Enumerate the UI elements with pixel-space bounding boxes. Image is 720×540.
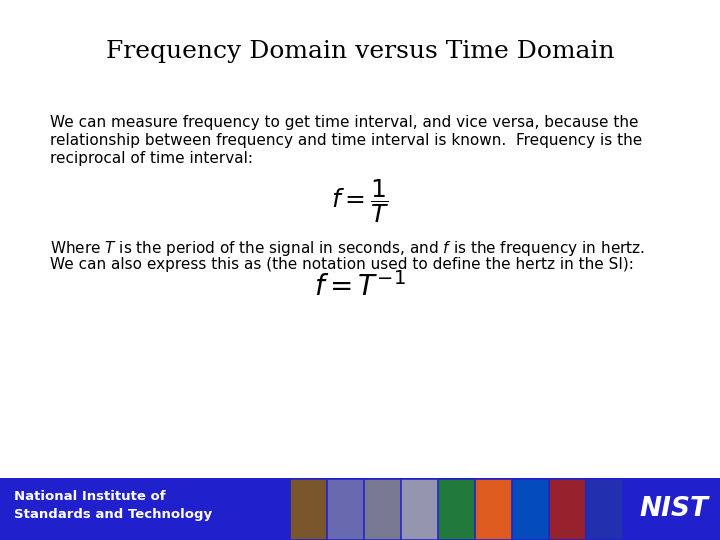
Bar (586, 479, 622, 539)
Text: NIST: NIST (639, 496, 708, 522)
Bar (0, 478, 720, 540)
Text: reciprocal of time interval:: reciprocal of time interval: (50, 151, 253, 166)
Bar (327, 479, 363, 539)
Text: $f = \dfrac{1}{T}$: $f = \dfrac{1}{T}$ (330, 177, 390, 225)
Bar (475, 479, 511, 539)
Bar (549, 479, 585, 539)
Bar (290, 479, 326, 539)
Text: We can measure frequency to get time interval, and vice versa, because the: We can measure frequency to get time int… (50, 115, 639, 130)
Text: We can also express this as (the notation used to define the hertz in the SI):: We can also express this as (the notatio… (50, 257, 634, 272)
Bar (364, 479, 400, 539)
Text: Frequency Domain versus Time Domain: Frequency Domain versus Time Domain (106, 40, 614, 63)
Text: Where $\mathit{T}$ is the period of the signal in seconds, and $\mathit{f}$ is t: Where $\mathit{T}$ is the period of the … (50, 239, 645, 258)
Text: National Institute of
Standards and Technology: National Institute of Standards and Tech… (14, 490, 212, 522)
Text: relationship between frequency and time interval is known.  Frequency is the: relationship between frequency and time … (50, 133, 642, 148)
Bar (438, 479, 474, 539)
Bar (512, 479, 548, 539)
Text: $f = T^{-1}$: $f = T^{-1}$ (314, 272, 406, 302)
Bar (401, 479, 437, 539)
